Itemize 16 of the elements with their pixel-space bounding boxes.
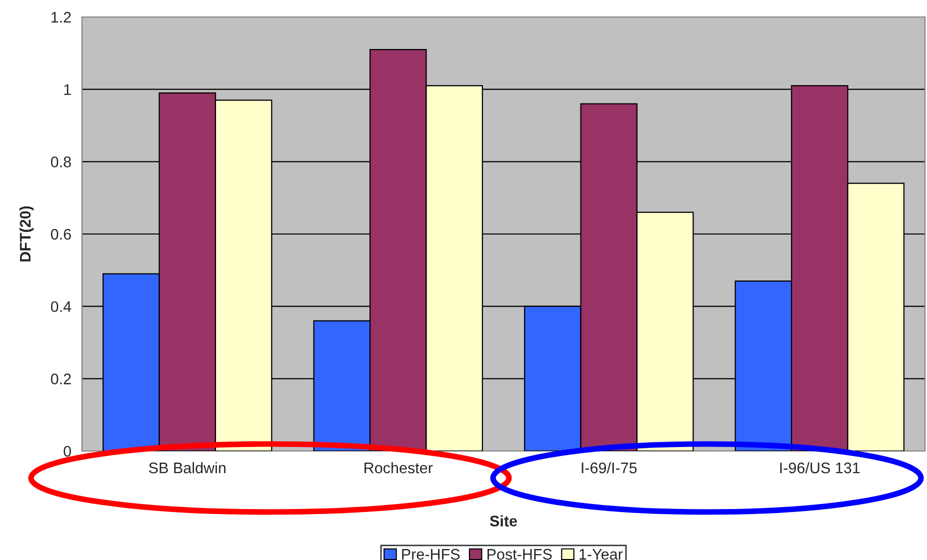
x-tick-label: I-96/US 131 bbox=[780, 462, 860, 474]
legend-label: 1-Year bbox=[580, 549, 623, 560]
y-axis-title: DFT(20) bbox=[19, 206, 34, 262]
y-tick-label: 0.4 bbox=[50, 301, 72, 312]
y-tick-label: 0 bbox=[64, 446, 71, 457]
y-tick-label: 1 bbox=[64, 84, 71, 95]
x-tick-label: SB Baldwin bbox=[149, 462, 226, 474]
y-tick-label: 0.8 bbox=[50, 156, 71, 168]
x-tick-label: Rochester bbox=[364, 462, 433, 474]
x-axis-title: Site bbox=[490, 515, 517, 526]
y-tick-label: 0.2 bbox=[50, 374, 71, 384]
x-tick-label: I-69/I-75 bbox=[582, 462, 637, 474]
legend-label: Post-HFS bbox=[488, 548, 552, 560]
legend-label: Pre-HFS bbox=[402, 548, 460, 560]
y-tick-label: 1.2 bbox=[52, 12, 71, 23]
y-tick-label: 0.6 bbox=[50, 228, 71, 240]
